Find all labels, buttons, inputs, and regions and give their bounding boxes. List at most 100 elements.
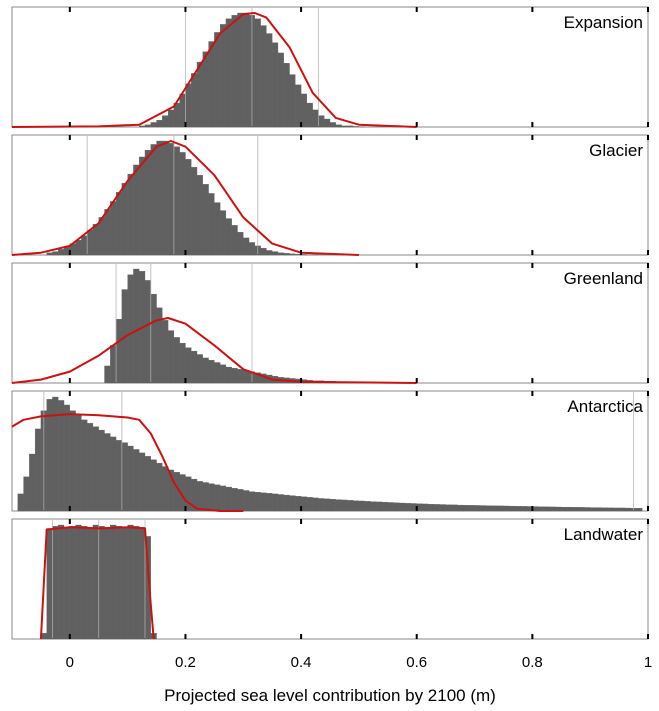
histogram-bar xyxy=(150,293,157,384)
histogram-bar xyxy=(202,51,209,128)
histogram-bar xyxy=(289,74,296,128)
histogram-bar xyxy=(167,109,175,128)
histogram-bar xyxy=(428,504,435,512)
histogram-bar xyxy=(225,366,232,384)
histogram-bar xyxy=(260,25,267,128)
fit-curve-landwater xyxy=(39,526,155,640)
histogram-bar xyxy=(69,410,76,512)
histogram-bar xyxy=(260,492,267,512)
histogram-bar xyxy=(399,502,406,512)
histogram-bar xyxy=(578,507,585,512)
histogram-bar xyxy=(277,52,284,128)
fit-curve-greenland xyxy=(11,317,417,384)
histogram-bar xyxy=(196,481,203,512)
histogram-bar xyxy=(254,18,261,128)
histogram-bar xyxy=(81,419,88,512)
histogram-bar xyxy=(185,83,192,128)
histogram-bar xyxy=(393,502,400,512)
histogram-bar xyxy=(133,268,140,384)
histogram-bar xyxy=(225,486,232,512)
histogram-bar xyxy=(584,507,591,512)
histogram-bar xyxy=(214,362,221,384)
histogram-bar xyxy=(208,41,215,128)
histogram-bar xyxy=(144,124,151,128)
x-axis-label: Projected sea level contribution by 2100… xyxy=(164,686,496,705)
histogram-bar xyxy=(376,501,383,512)
panel-title-expansion: Expansion xyxy=(564,13,643,32)
histogram-bar xyxy=(485,505,493,512)
histogram-bar xyxy=(405,503,412,512)
histogram-bar xyxy=(75,524,82,640)
histogram-bar xyxy=(225,218,232,256)
histogram-bar xyxy=(537,506,545,512)
histogram-bar xyxy=(185,347,192,384)
histogram-bar xyxy=(196,354,203,384)
panel-title-landwater: Landwater xyxy=(564,525,644,544)
histogram-bar xyxy=(231,488,238,512)
histogram-bar xyxy=(150,459,157,512)
histogram-bar xyxy=(306,497,313,512)
histogram-bar xyxy=(283,494,290,512)
histogram-bar xyxy=(115,192,123,256)
histogram-bar xyxy=(104,527,111,640)
histogram-bar xyxy=(636,507,643,512)
histogram-bar xyxy=(29,453,36,512)
histogram-bar xyxy=(191,167,198,256)
histogram-bar xyxy=(324,498,331,512)
histogram-bar xyxy=(312,109,319,128)
histogram-bar xyxy=(144,149,151,256)
histogram-bar xyxy=(52,251,59,256)
histogram-bar xyxy=(381,501,388,512)
histogram-bar xyxy=(202,184,209,256)
histogram-bar xyxy=(352,500,360,512)
histogram-bar xyxy=(162,115,169,128)
histogram-bar xyxy=(156,120,163,128)
histogram-bar xyxy=(283,63,290,128)
histogram-bar xyxy=(58,400,65,512)
histogram-bar xyxy=(266,33,273,128)
histogram-bar xyxy=(503,505,510,512)
histogram-bar xyxy=(208,483,215,512)
histogram-bar xyxy=(231,225,238,256)
histogram-bar xyxy=(144,280,151,384)
histogram-bar xyxy=(595,507,602,512)
histogram-bar xyxy=(387,502,394,512)
histogram-bar xyxy=(156,462,163,512)
histogram-bar xyxy=(23,476,30,512)
histogram-bar xyxy=(231,15,238,128)
histogram-bar xyxy=(98,525,105,640)
x-tick-label: 1 xyxy=(644,654,652,671)
histogram-bar xyxy=(601,507,608,512)
histogram-bar xyxy=(208,360,215,384)
histogram-bar xyxy=(167,330,175,384)
histogram-bar xyxy=(121,442,128,512)
histogram-bar xyxy=(497,505,504,512)
x-tick-label: 0.2 xyxy=(175,654,196,671)
histogram-bar xyxy=(87,527,94,640)
histogram-bar xyxy=(543,506,550,512)
histogram-bar xyxy=(127,445,134,512)
histogram-bar xyxy=(237,232,244,256)
histogram-bar xyxy=(133,449,140,512)
histogram-bar xyxy=(462,505,469,512)
histogram-bar xyxy=(46,252,53,256)
histogram-bar xyxy=(63,527,70,640)
histogram-bar xyxy=(277,494,284,512)
histogram-bar xyxy=(133,164,140,256)
histogram-bar xyxy=(196,61,203,128)
histogram-bar xyxy=(150,144,157,256)
histogram-bar xyxy=(607,507,614,512)
histogram-bar xyxy=(63,404,70,512)
histogram-bar xyxy=(352,126,360,128)
histogram-bar xyxy=(335,499,342,512)
histogram-bar xyxy=(347,500,354,512)
histogram-bar xyxy=(266,250,273,256)
histogram-bar xyxy=(115,525,123,640)
histogram-bar xyxy=(237,369,244,384)
histogram-bar xyxy=(561,506,568,512)
histogram-bar xyxy=(127,524,134,640)
histogram-bar xyxy=(283,253,290,256)
panel-title-greenland: Greenland xyxy=(564,269,643,288)
histogram-bar xyxy=(237,489,244,512)
